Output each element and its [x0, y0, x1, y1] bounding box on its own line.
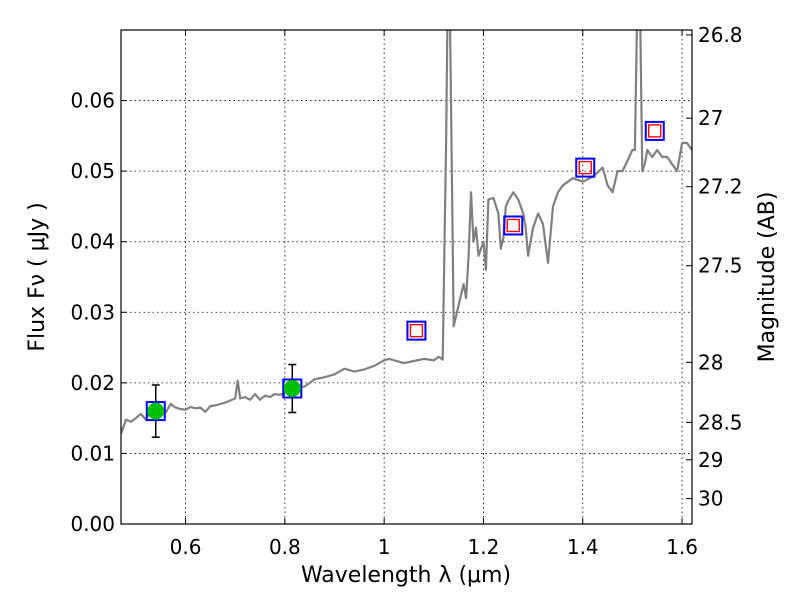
- y-tick-label: 0.06: [70, 89, 115, 113]
- y-tick-label: 0.00: [70, 512, 115, 536]
- y2-axis-label: Magnitude (AB): [755, 192, 780, 363]
- axis-layer: 0.6 0.8 1 1.2 1.4 1.6 0.00 0.01 0.02 0.03 0.04 0.05…: [70, 23, 742, 559]
- y2-tick-label: 30: [698, 487, 723, 511]
- model-square: [406, 320, 427, 341]
- marker-layer: [145, 120, 665, 438]
- model-square: [145, 401, 166, 422]
- y2-tick-label: 28.5: [698, 410, 743, 434]
- observed-point: [283, 380, 301, 398]
- series-layer: [121, 30, 692, 435]
- x-tick-label: 1: [378, 535, 391, 559]
- model-square-inner: [578, 160, 592, 175]
- y2-tick-label: 26.8: [698, 23, 743, 47]
- model-square-inner: [648, 124, 662, 138]
- y-axis-label: Flux Fν ( μJy ): [25, 202, 50, 351]
- y-tick-label: 0.03: [70, 300, 115, 324]
- plot-frame: [120, 29, 693, 525]
- y2-tick-label: 29: [698, 448, 723, 472]
- x-tick-label: 1.4: [567, 535, 599, 559]
- x-tick-label: 0.8: [269, 535, 301, 559]
- x-tick-label: 1.2: [468, 535, 500, 559]
- x-tick-label: 0.6: [170, 535, 202, 559]
- x-tick-label: 1.6: [666, 535, 698, 559]
- y2-tick-label: 27.5: [698, 254, 743, 278]
- y-tick-label: 0.05: [70, 159, 115, 183]
- y2-tick-label: 27: [698, 106, 723, 130]
- model-square: [575, 157, 596, 178]
- grid-lines: [121, 30, 692, 524]
- model-square: [282, 378, 303, 399]
- y-tick-label: 0.02: [70, 371, 115, 395]
- model-square-inner: [409, 323, 424, 338]
- x-axis-label: Wavelength λ (μm): [301, 563, 511, 588]
- spectrum-line: [121, 30, 692, 435]
- y2-tick-label: 27.2: [698, 175, 743, 199]
- y-tick-label: 0.04: [70, 230, 115, 254]
- model-square: [644, 120, 665, 141]
- y-tick-label: 0.01: [70, 441, 115, 465]
- model-square-inner: [506, 218, 520, 233]
- model-square: [503, 215, 524, 236]
- y2-tick-label: 28: [698, 350, 723, 374]
- observed-point: [147, 402, 165, 420]
